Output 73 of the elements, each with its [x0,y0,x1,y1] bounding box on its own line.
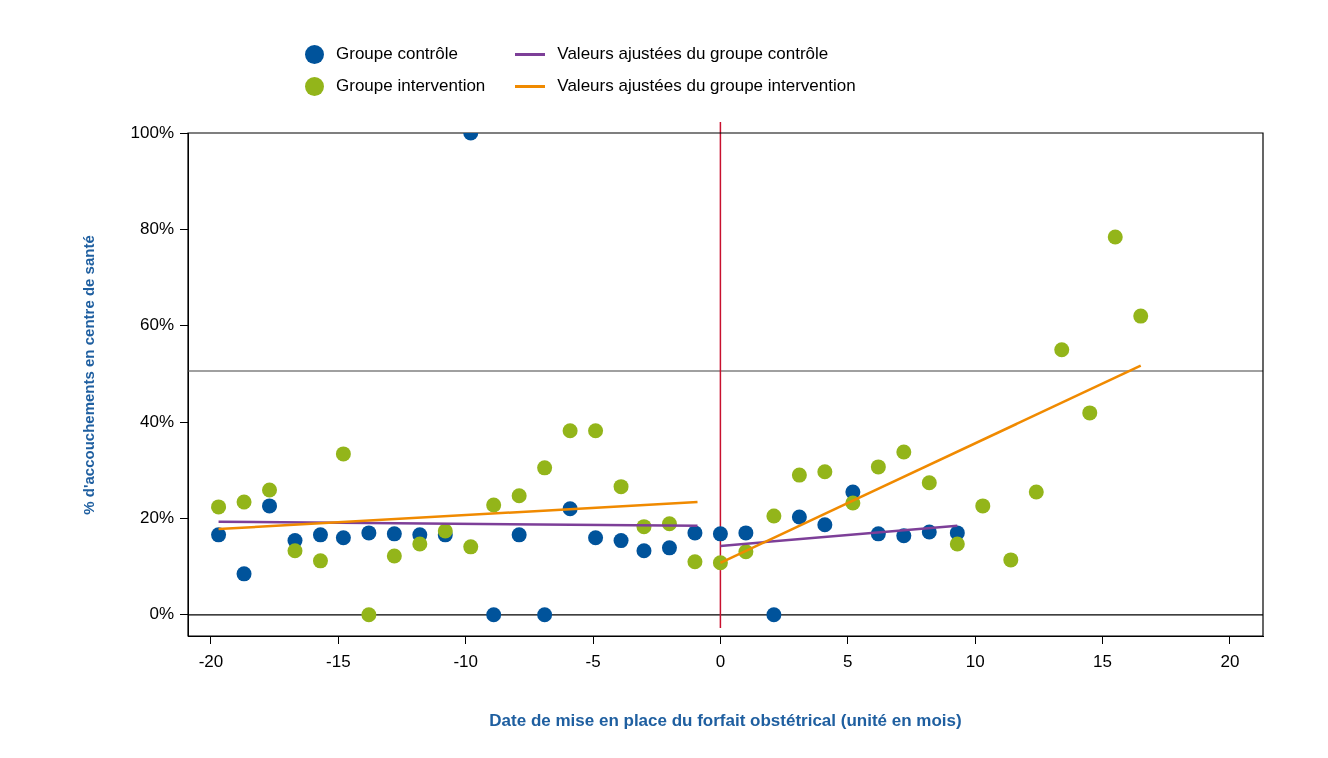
point [1003,552,1019,568]
point [335,446,351,462]
point [712,526,728,542]
point [921,475,937,491]
point [537,607,553,623]
point [613,479,629,495]
point [312,553,328,569]
point [791,467,807,483]
point [636,543,652,559]
point [613,533,629,549]
point [975,498,991,514]
point [412,536,428,552]
point [1133,308,1149,324]
point [335,530,351,546]
point [661,540,677,556]
x-tick-label: -5 [585,651,601,671]
legend-label: Groupe contrôle [336,44,458,64]
point [437,523,453,539]
point [687,525,703,541]
y-tick-label: 0% [149,604,174,624]
point [211,499,227,515]
y-tick-label: 20% [139,508,174,528]
point [361,607,377,623]
x-tick-label: -15 [326,651,351,671]
point [486,607,502,623]
point [211,527,227,543]
point [588,530,604,546]
point [1082,405,1098,421]
x-tick-label: 0 [715,651,726,671]
point [817,517,833,533]
x-axis-title: Date de mise en place du forfait obstétrical (unité en mois) [489,711,962,731]
point [236,494,252,510]
y-tick-label: 40% [139,411,174,431]
point [870,459,886,475]
point [738,525,754,541]
point [1107,229,1123,245]
point [817,464,833,480]
legend-label: Valeurs ajustées du groupe contrôle [557,44,829,64]
x-tick-label: 5 [843,651,853,671]
x-tick-label: -20 [198,651,224,671]
point [262,482,278,498]
point [361,525,377,541]
x-tick-label: 10 [965,651,985,671]
point [511,488,527,504]
point [386,548,402,564]
point [511,527,527,543]
x-tick-label: -10 [453,651,478,671]
y-tick-label: 100% [130,122,174,142]
point [537,460,553,476]
point [1028,484,1044,500]
point [562,423,578,439]
point [687,554,703,570]
point [486,497,502,513]
point [791,509,807,525]
x-tick-label: 15 [1093,651,1112,671]
point [588,423,604,439]
legend-label: Groupe intervention [336,76,486,96]
x-tick-label: 20 [1220,651,1240,671]
point [386,526,402,542]
point [463,539,479,555]
point [236,566,252,582]
point [312,527,328,543]
legend-label: Valeurs ajustées du groupe intervention [557,76,856,96]
point [949,536,965,552]
point [287,543,303,559]
point [896,444,912,460]
point [766,607,782,623]
point [1054,342,1070,358]
y-tick-label: 60% [139,315,174,335]
y-tick-label: 80% [139,219,174,239]
point [262,498,278,514]
y-axis-title: % d'accouchements en centre de santé [79,235,97,515]
point [766,508,782,524]
